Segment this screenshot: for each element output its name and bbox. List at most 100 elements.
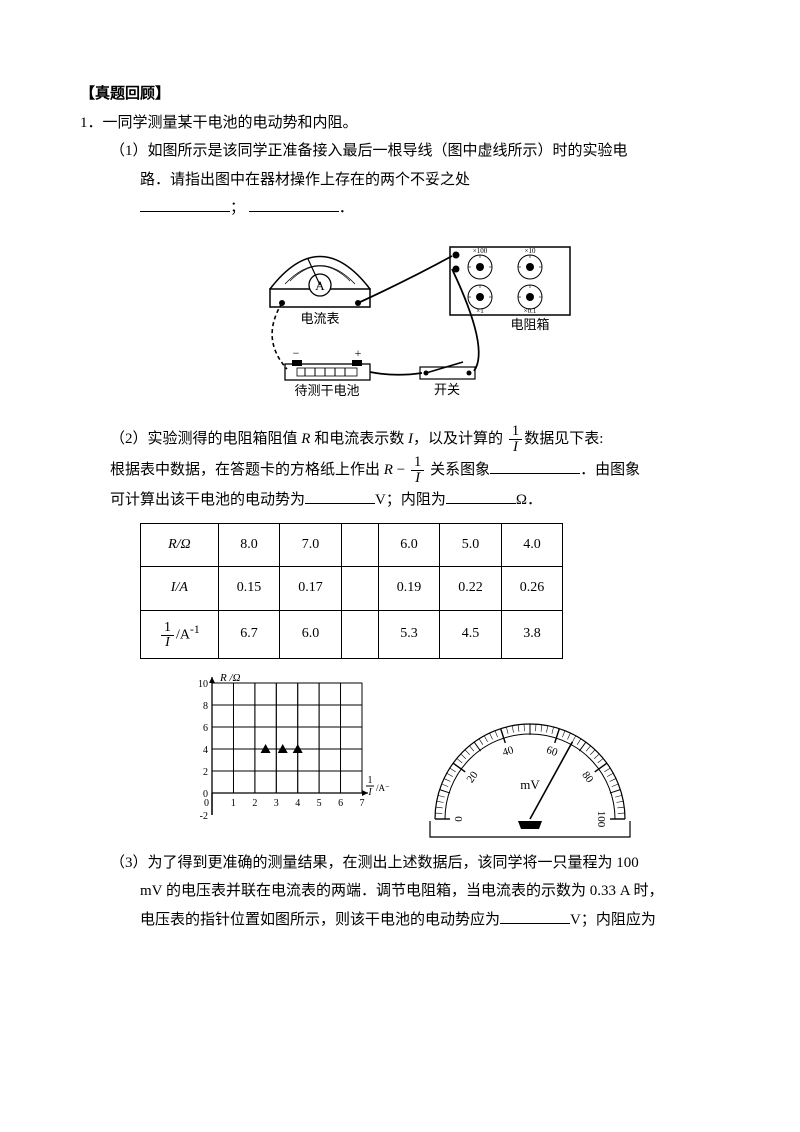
- blank-1b[interactable]: [249, 195, 339, 213]
- svg-text:0: 0: [204, 798, 209, 809]
- cell: 4.5: [440, 610, 502, 658]
- svg-text:−: −: [293, 346, 300, 360]
- svg-text:0: 0: [453, 815, 465, 821]
- p2l2c: ．由图象: [580, 462, 640, 478]
- svg-text:R /Ω: R /Ω: [219, 672, 241, 684]
- question-stem: 1．一同学测量某干电池的电动势和内阻。: [80, 109, 740, 138]
- expr-R: R: [384, 462, 393, 478]
- figure-row: -2024681012345670R /Ω1I/A⁻¹ 020406080100…: [80, 669, 740, 839]
- resbox-label: 电阻箱: [510, 317, 549, 332]
- blank-r[interactable]: [446, 487, 516, 505]
- cell: 6.0: [378, 523, 440, 567]
- part3-label: （3）: [110, 855, 148, 871]
- dashed-wire: [272, 303, 287, 369]
- svg-text:×100: ×100: [473, 247, 488, 255]
- svg-text:1: 1: [231, 798, 236, 809]
- p2l2b: 关系图象: [430, 462, 490, 478]
- svg-text:2: 2: [203, 767, 208, 778]
- svg-text:A: A: [315, 278, 325, 293]
- voltmeter-gauge: 020406080100 mV: [420, 699, 640, 839]
- part-3: （3）为了得到更准确的测量结果，在测出上述数据后，该同学将一只量程为 100: [80, 849, 740, 878]
- cell: 0.26: [501, 567, 563, 611]
- svg-text:×0.1: ×0.1: [524, 307, 537, 315]
- svg-text:40: 40: [501, 744, 516, 759]
- part1-text-a: 如图所示是该同学正准备接入最后一根导线（图中虚线所示）时的实验电: [148, 143, 628, 159]
- battery-icon: − +: [285, 346, 370, 380]
- svg-text:×1: ×1: [476, 307, 484, 315]
- battery-label: 待测干电池: [294, 383, 359, 398]
- p2d: 数据见下表:: [524, 431, 603, 447]
- svg-text:I: I: [367, 787, 372, 798]
- frac-1-over-I: 1I: [509, 424, 523, 455]
- svg-text:+: +: [355, 346, 362, 360]
- frac-1-over-I-2: 1I: [411, 455, 425, 486]
- grid-chart: -2024681012345670R /Ω1I/A⁻¹: [180, 669, 390, 839]
- cell: 0.19: [378, 567, 440, 611]
- part2-line2: 根据表中数据，在答题卡的方格纸上作出 R − 1I 关系图象．由图象: [80, 455, 740, 486]
- table-row: I/A 0.15 0.17 0.19 0.22 0.26: [141, 567, 563, 611]
- svg-text:5: 5: [317, 798, 322, 809]
- svg-text:3: 3: [274, 798, 279, 809]
- svg-text:10: 10: [198, 679, 208, 690]
- cell: 0.22: [440, 567, 502, 611]
- data-table: R/Ω 8.0 7.0 6.0 5.0 4.0 I/A 0.15 0.17 0.…: [140, 523, 563, 659]
- part2-label: （2）: [110, 431, 148, 447]
- svg-text:1: 1: [368, 775, 373, 786]
- cell: 7.0: [280, 523, 342, 567]
- part1-text-b: 路．请指出图中在器材操作上存在的两个不妥之处: [140, 172, 470, 188]
- cell: 4.0: [501, 523, 563, 567]
- part1-label: （1）: [110, 143, 148, 159]
- circuit-diagram: A 电流表 ×100 ×10 ×1 ×0.1: [80, 229, 740, 415]
- voltmeter-unit: mV: [520, 777, 540, 792]
- svg-text:6: 6: [338, 798, 343, 809]
- svg-text:×10: ×10: [525, 247, 536, 255]
- svg-text:/A⁻¹: /A⁻¹: [376, 783, 390, 793]
- svg-text:-2: -2: [200, 811, 208, 822]
- svg-text:8: 8: [203, 701, 208, 712]
- ammeter-label: 电流表: [300, 311, 339, 326]
- p3c: 电压表的指针位置如图所示，则该干电池的电动势应为: [140, 912, 500, 928]
- blank-emf2[interactable]: [500, 906, 570, 924]
- p3d: V；内阻应为: [570, 912, 656, 928]
- svg-text:80: 80: [579, 769, 595, 785]
- table-row: R/Ω 8.0 7.0 6.0 5.0 4.0: [141, 523, 563, 567]
- semicolon: ；: [230, 200, 245, 216]
- p2l3a: 可计算出该干电池的电动势为: [110, 492, 305, 508]
- svg-text:60: 60: [545, 744, 560, 759]
- cell: 3.8: [501, 610, 563, 658]
- svg-text:7: 7: [360, 798, 365, 809]
- p2l3c: Ω．: [516, 492, 542, 508]
- blank-emf[interactable]: [305, 487, 375, 505]
- switch-icon: [420, 362, 475, 379]
- cell: 6.7: [218, 610, 280, 658]
- cell-empty: [341, 523, 378, 567]
- p2c: ，以及计算的: [413, 431, 503, 447]
- cell: 5.0: [440, 523, 502, 567]
- cell-empty: [341, 610, 378, 658]
- part3-line3: 电压表的指针位置如图所示，则该干电池的电动势应为 V；内阻应为: [80, 906, 740, 935]
- p3a: 为了得到更准确的测量结果，在测出上述数据后，该同学将一只量程为 100: [148, 855, 639, 871]
- period: ．: [339, 200, 354, 216]
- blank-1a[interactable]: [140, 195, 230, 213]
- part-2: （2）实验测得的电阻箱阻值 R 和电流表示数 I，以及计算的 1I数据见下表:: [80, 424, 740, 455]
- svg-text:6: 6: [203, 723, 208, 734]
- cell: 8.0: [218, 523, 280, 567]
- table-row: 1I/A-1 6.7 6.0 5.3 4.5 3.8: [141, 610, 563, 658]
- p2b: 和电流表示数: [310, 431, 408, 447]
- part1-blanks: ； ．: [80, 194, 740, 223]
- blank-graph[interactable]: [490, 456, 580, 474]
- part2-line3: 可计算出该干电池的电动势为V；内阻为Ω．: [80, 486, 740, 515]
- cell: 6.0: [280, 610, 342, 658]
- question-text: 一同学测量某干电池的电动势和内阻。: [103, 115, 358, 131]
- row3-head: 1I/A-1: [141, 610, 219, 658]
- p2a: 实验测得的电阻箱阻值: [148, 431, 302, 447]
- question-number: 1．: [80, 115, 103, 131]
- switch-label: 开关: [434, 382, 460, 397]
- ammeter-icon: A: [270, 256, 370, 307]
- part-1: （1）如图所示是该同学正准备接入最后一根导线（图中虚线所示）时的实验电: [80, 137, 740, 166]
- cell: 0.17: [280, 567, 342, 611]
- cell: 5.3: [378, 610, 440, 658]
- row1-head: R/Ω: [141, 523, 219, 567]
- p3b: mV 的电压表并联在电流表的两端．调节电阻箱，当电流表的示数为 0.33 A 时…: [140, 883, 664, 899]
- part3-line2: mV 的电压表并联在电流表的两端．调节电阻箱，当电流表的示数为 0.33 A 时…: [80, 877, 740, 906]
